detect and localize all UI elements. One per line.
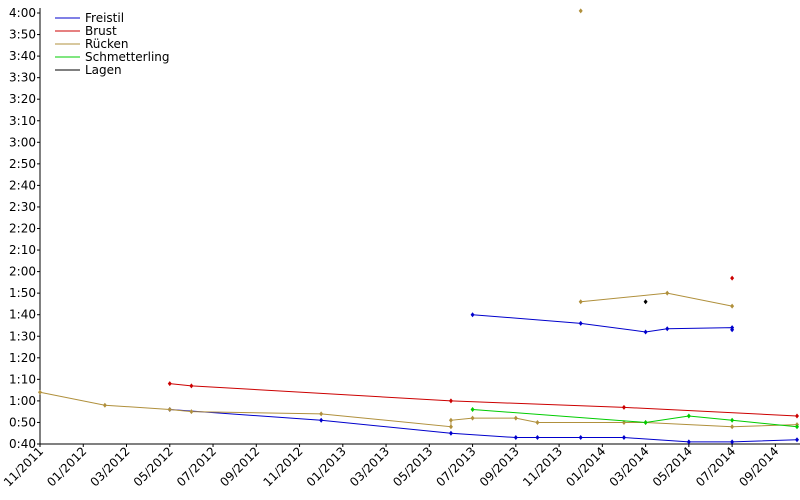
y-tick-label: 3:50 [9, 28, 36, 42]
point-marker [470, 407, 475, 413]
point-marker [578, 8, 583, 14]
point-marker [730, 275, 735, 281]
x-tick-label: 09/2012 [217, 444, 262, 489]
x-tick-label: 03/2014 [607, 444, 652, 489]
point-marker [665, 290, 670, 296]
y-tick-label: 3:40 [9, 49, 36, 63]
y-tick-label: 1:20 [9, 351, 36, 365]
y-tick-label: 1:50 [9, 286, 36, 300]
point-marker [578, 299, 583, 305]
y-tick-label: 4:00 [9, 6, 36, 20]
y-tick-label: 3:00 [9, 135, 36, 149]
point-marker [643, 419, 648, 425]
y-tick-label: 2:40 [9, 178, 36, 192]
point-marker [643, 299, 648, 305]
y-tick-label: 0:40 [9, 437, 36, 451]
series-line [169, 383, 798, 417]
legend-label: Rücken [85, 37, 129, 51]
point-marker [38, 389, 42, 395]
series-line [472, 314, 733, 333]
point-marker [730, 327, 735, 333]
x-tick-label: 03/2013 [347, 444, 392, 489]
y-tick-label: 1:10 [9, 372, 36, 386]
x-tick-label: 05/2013 [390, 444, 435, 489]
legend-label: Lagen [85, 63, 122, 77]
y-tick-label: 1:00 [9, 394, 36, 408]
point-marker [470, 312, 475, 318]
point-marker [621, 435, 626, 441]
point-marker [665, 326, 670, 332]
x-tick-label: 09/2013 [477, 444, 522, 489]
x-tick-label: 09/2014 [736, 444, 781, 489]
y-tick-label: 1:40 [9, 308, 36, 322]
point-marker [448, 424, 453, 430]
point-marker [578, 320, 583, 326]
point-marker [621, 404, 626, 410]
x-tick-label: 01/2012 [44, 444, 89, 489]
point-marker [686, 413, 691, 419]
x-tick-label: 11/2012 [261, 444, 306, 489]
legend-label: Brust [85, 24, 117, 38]
point-marker [319, 411, 324, 417]
x-tick-label: 11/2013 [520, 444, 565, 489]
legend-label: Schmetterling [85, 50, 170, 64]
point-marker [448, 398, 453, 404]
point-marker [535, 419, 540, 425]
point-marker [643, 329, 648, 335]
point-marker [470, 415, 475, 421]
point-marker [795, 437, 799, 443]
x-tick-label: 03/2012 [87, 444, 132, 489]
series-line [580, 292, 733, 307]
point-marker [795, 413, 799, 419]
x-tick-label: 01/2014 [563, 444, 608, 489]
series-line [39, 391, 798, 428]
y-tick-label: 2:30 [9, 200, 36, 214]
series-line [472, 409, 798, 428]
point-marker [730, 417, 735, 423]
y-tick-label: 2:00 [9, 265, 36, 279]
y-tick-label: 1:30 [9, 329, 36, 343]
point-marker [578, 435, 583, 441]
x-tick-label: 07/2012 [174, 444, 219, 489]
point-marker [513, 435, 518, 441]
point-marker [167, 407, 172, 413]
x-tick-label: 07/2013 [434, 444, 479, 489]
legend-label: Freistil [85, 11, 124, 25]
y-tick-label: 3:20 [9, 92, 36, 106]
x-tick-label: 05/2014 [650, 444, 695, 489]
x-tick-label: 01/2013 [304, 444, 349, 489]
point-marker [686, 439, 691, 445]
point-marker [513, 415, 518, 421]
y-tick-label: 2:50 [9, 157, 36, 171]
point-marker [319, 417, 324, 423]
y-tick-label: 3:30 [9, 71, 36, 85]
point-marker [448, 417, 453, 423]
series-line [169, 409, 798, 443]
y-tick-label: 2:10 [9, 243, 36, 257]
point-marker [189, 409, 194, 415]
point-marker [102, 402, 107, 408]
point-marker [535, 435, 540, 441]
y-tick-label: 3:10 [9, 114, 36, 128]
point-marker [448, 430, 453, 436]
x-tick-label: 05/2012 [131, 444, 176, 489]
point-marker [730, 424, 735, 430]
y-tick-label: 2:20 [9, 222, 36, 236]
y-tick-label: 0:50 [9, 415, 36, 429]
point-marker [730, 439, 735, 445]
point-marker [795, 424, 799, 430]
point-marker [730, 303, 735, 309]
x-tick-label: 07/2014 [693, 444, 738, 489]
point-marker [167, 381, 172, 387]
point-marker [189, 383, 194, 389]
